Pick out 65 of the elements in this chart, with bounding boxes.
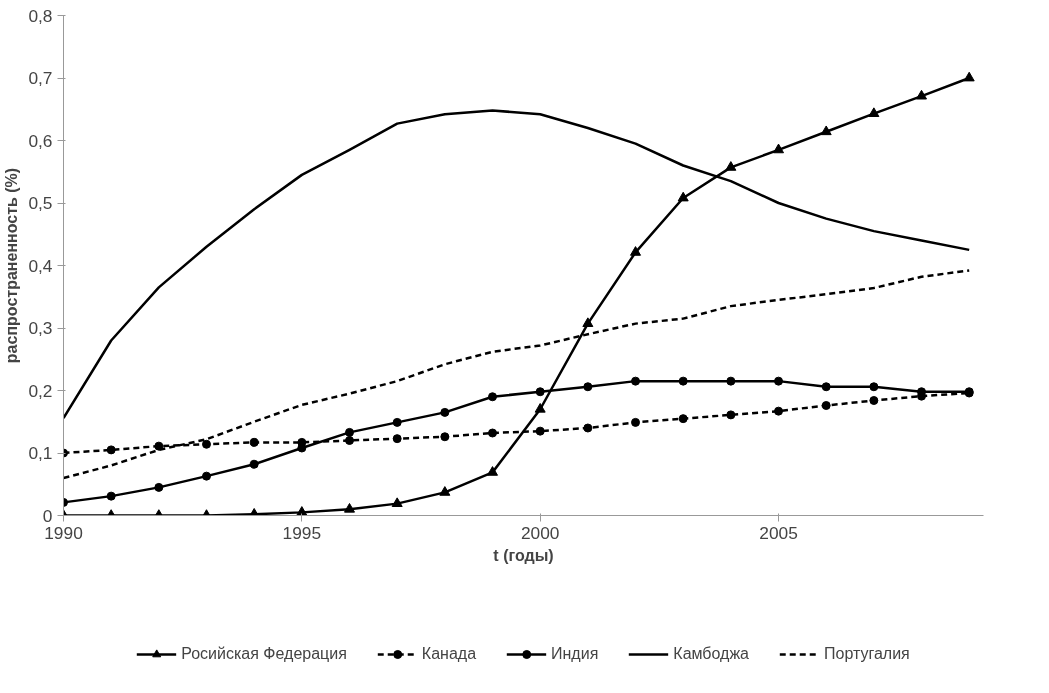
point — [963, 71, 975, 82]
point — [534, 402, 546, 413]
point — [106, 491, 116, 501]
point — [440, 432, 450, 442]
point — [868, 107, 880, 118]
point — [487, 466, 499, 476]
legend-label: Португалия — [823, 645, 910, 663]
point — [345, 427, 355, 437]
point — [106, 445, 116, 455]
point — [725, 161, 737, 171]
point — [202, 471, 212, 481]
point — [820, 125, 832, 136]
point — [773, 143, 785, 154]
point — [631, 376, 641, 386]
point — [583, 382, 593, 392]
y-tick-label: 0,6 — [28, 130, 53, 151]
point — [774, 406, 784, 416]
point — [344, 502, 356, 513]
point — [677, 191, 689, 202]
point — [916, 89, 928, 100]
point — [821, 401, 831, 410]
point — [774, 376, 784, 386]
point — [488, 392, 498, 402]
point — [345, 436, 355, 445]
point — [726, 376, 736, 386]
point — [249, 459, 259, 469]
point — [392, 417, 402, 427]
point — [439, 486, 451, 496]
point — [535, 426, 545, 436]
point — [631, 417, 641, 427]
y-tick-label: 0,4 — [28, 255, 53, 276]
point — [392, 434, 402, 444]
y-tick-label: 0,7 — [28, 68, 53, 88]
x-tick-label: 1995 — [282, 522, 322, 543]
point — [249, 437, 259, 447]
y-tick-label: 0,3 — [28, 318, 53, 338]
y-tick-label: 0,8 — [28, 5, 53, 26]
point — [202, 439, 212, 449]
point — [488, 428, 498, 438]
legend-label: Росийская Федерация — [181, 645, 347, 663]
point — [678, 376, 688, 386]
point — [678, 414, 688, 424]
point — [869, 396, 879, 405]
point — [869, 382, 879, 392]
legend-label: Камбоджа — [673, 645, 749, 663]
legend-label: Индия — [551, 645, 599, 663]
y-tick-label: 0,5 — [28, 193, 53, 213]
y-tick-label: 0,1 — [28, 443, 53, 463]
point — [296, 506, 308, 516]
point — [583, 423, 593, 433]
point — [582, 317, 594, 328]
point — [440, 407, 450, 417]
point — [535, 387, 545, 397]
point — [726, 410, 736, 420]
y-tick-label: 0,2 — [28, 380, 53, 401]
x-tick-label: 2005 — [759, 522, 798, 543]
point — [391, 497, 403, 508]
legend-label: Канада — [421, 645, 477, 663]
y-axis-title: распространенность (%) — [3, 167, 21, 364]
point — [154, 441, 164, 451]
x-axis-title: t (годы) — [493, 546, 554, 564]
x-tick-label: 2000 — [520, 522, 560, 543]
point — [630, 246, 642, 256]
point — [154, 482, 164, 492]
point — [821, 382, 831, 392]
